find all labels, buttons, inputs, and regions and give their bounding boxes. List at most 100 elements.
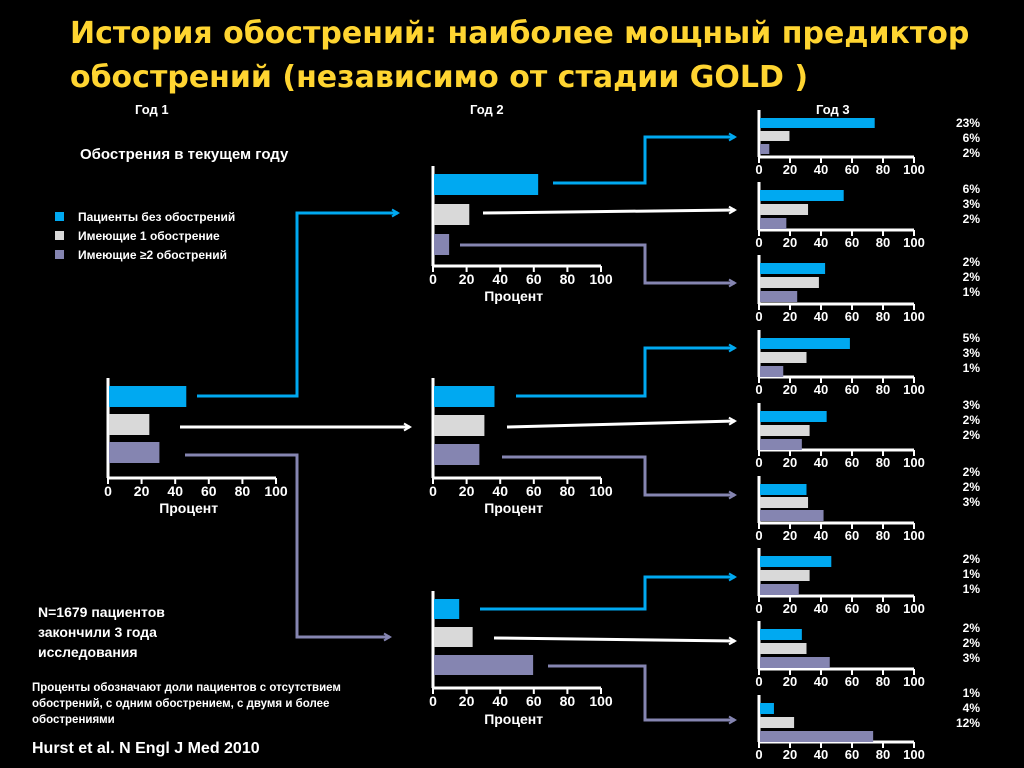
percent-label-one: 3% [962,346,980,360]
bar-none [760,338,850,349]
percent-label-none: 6% [962,182,980,196]
bar-one [109,414,150,435]
connector-y2c-one [493,636,737,646]
bar-one [760,352,807,363]
x-tick-label: 40 [814,162,828,177]
percent-label-none: 5% [962,331,980,345]
legend-item-none: Пациенты без обострений [55,207,235,226]
x-tick-label: 40 [492,483,508,499]
x-tick-label: 60 [845,601,859,616]
x-tick-label: 100 [903,747,925,762]
connector-y2a-one [482,205,737,215]
chart-year3-3: 0 20 40 60 80 100 [755,255,925,324]
legend-swatch-two-plus [55,250,64,259]
year-3-label: Год 3 [816,102,850,117]
x-tick-label: 60 [845,528,859,543]
bar-one [434,627,473,647]
title-line-2: обострений (независимо от стадии GOLD ) [70,60,809,95]
x-tick-label: 100 [589,271,613,287]
chart-year2-two-plus: 0 20 40 60 80 100 Процент [429,591,613,727]
bar-none [760,629,802,640]
x-tick-label: 20 [459,483,475,499]
bar-charts: 0 20 40 60 80 100 Процент 0 20 40 60 80 100 Процент 0 2… [104,110,925,762]
connectors [180,132,737,725]
x-tick-label: 80 [876,601,890,616]
x-tick-label: 20 [459,693,475,709]
x-tick-label: 40 [167,483,183,499]
bar-two-plus [760,291,798,302]
sample-size-note: N=1679 пациентов закончили 3 года исслед… [38,604,165,660]
x-tick-label: 0 [755,674,762,689]
percent-label-one: 2% [962,413,980,427]
percent-label-one: 2% [962,636,980,650]
bar-none [760,484,807,495]
x-tick-label: 80 [560,693,576,709]
x-tick-label: 0 [429,271,437,287]
chart-year1: 0 20 40 60 80 100 Процент [104,378,288,516]
x-tick-label: 80 [560,271,576,287]
x-tick-label: 80 [876,747,890,762]
x-tick-label: 40 [814,747,828,762]
percent-label-one: 1% [962,567,980,581]
x-tick-label: 0 [755,528,762,543]
percent-label-none: 2% [962,621,980,635]
current-year-heading: Обострения в текущем году [80,146,289,163]
x-tick-label: 0 [755,747,762,762]
percent-label-two-plus: 2% [962,428,980,442]
connector-y2b-two-plus [502,455,737,500]
year-2-label: Год 2 [470,102,504,117]
bar-one [760,204,809,215]
connector-y1-none [197,208,400,398]
x-axis-title: Процент [484,288,543,304]
bar-none [760,703,774,714]
x-tick-label: 80 [876,162,890,177]
x-tick-label: 80 [876,674,890,689]
x-tick-label: 20 [783,162,797,177]
bar-none [109,386,187,407]
bar-one [760,131,790,141]
x-tick-label: 0 [104,483,112,499]
x-tick-label: 40 [814,601,828,616]
chart-year3-4: 0 20 40 60 80 100 [755,330,925,397]
x-tick-label: 0 [429,693,437,709]
x-tick-label: 80 [876,382,890,397]
x-tick-label: 60 [526,693,542,709]
x-tick-label: 40 [492,271,508,287]
connector-y2b-none [516,343,737,398]
connector-y2a-none [553,132,737,185]
x-tick-label: 60 [845,674,859,689]
percent-footnote: Проценты обозначают доли пациентов с отс… [32,682,341,726]
x-tick-label: 20 [783,601,797,616]
x-tick-label: 100 [903,674,925,689]
x-tick-label: 100 [903,309,925,324]
x-tick-label: 20 [783,747,797,762]
bar-none [760,556,832,567]
percent-label-two-plus: 2% [962,212,980,226]
bar-one [434,415,485,436]
bar-two-plus [760,510,824,521]
legend-item-two-plus: Имеющие ≥2 обострений [55,245,235,264]
x-tick-label: 60 [526,271,542,287]
bar-none [434,386,495,407]
legend-swatch-one [55,231,64,240]
x-tick-label: 60 [201,483,217,499]
x-tick-label: 60 [845,235,859,250]
connector-y2c-two-plus [548,664,737,725]
x-tick-label: 20 [783,382,797,397]
percent-label-two-plus: 3% [962,495,980,509]
legend-item-one: Имеющие 1 обострение [55,226,235,245]
chart-year3-6: 0 20 40 60 80 100 [755,476,925,543]
x-axis-title: Процент [484,711,543,727]
bar-one [760,570,810,581]
x-tick-label: 60 [526,483,542,499]
x-tick-label: 0 [755,235,762,250]
percent-label-two-plus: 12% [955,716,980,730]
x-tick-label: 40 [814,674,828,689]
bar-two-plus [109,442,160,463]
bar-two-plus [760,366,784,377]
x-tick-label: 80 [876,528,890,543]
x-tick-label: 100 [903,455,925,470]
x-tick-label: 100 [589,693,613,709]
legend-label-one: Имеющие 1 обострение [78,228,220,243]
x-tick-label: 60 [845,747,859,762]
